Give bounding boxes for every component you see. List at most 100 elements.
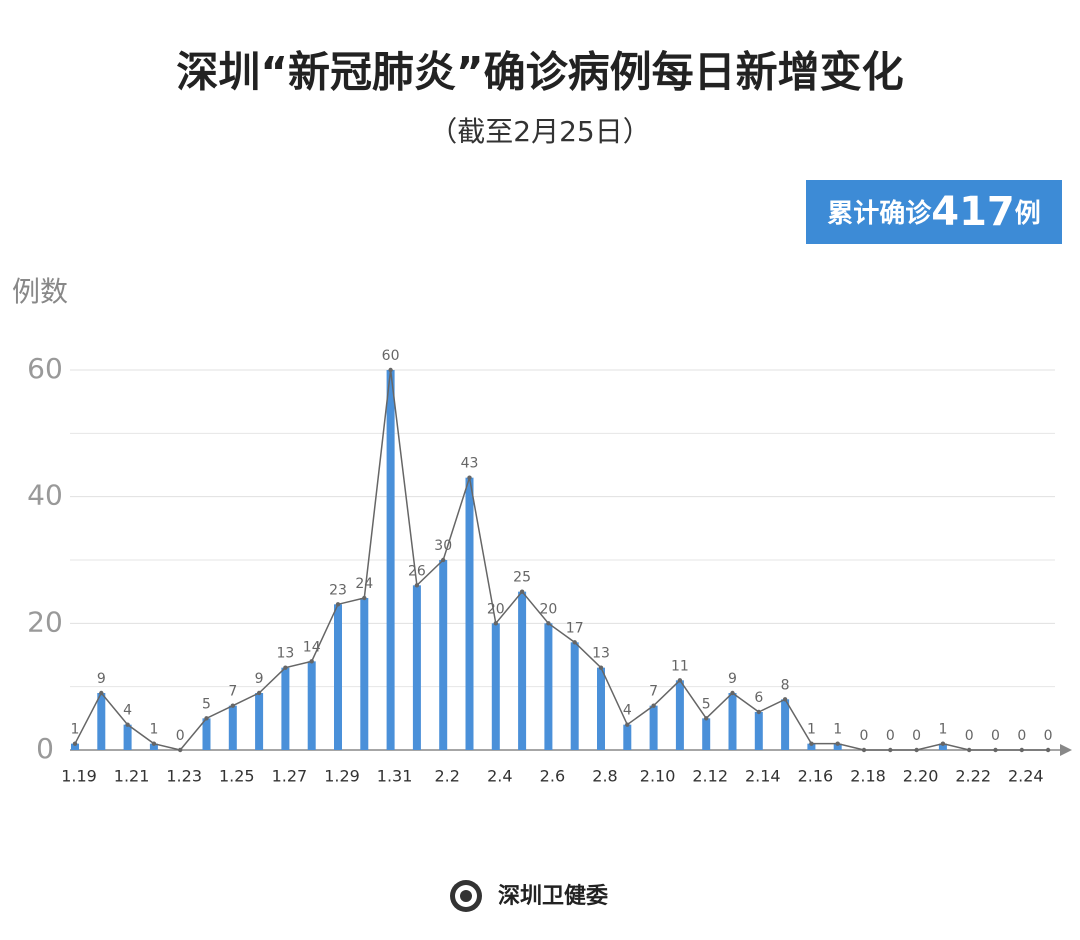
trend-point — [204, 716, 209, 721]
trend-point — [125, 722, 130, 727]
bar — [754, 712, 763, 750]
trend-point — [809, 741, 814, 746]
x-tick-label: 2.24 — [1008, 767, 1044, 786]
bar — [518, 591, 527, 750]
bar — [149, 743, 158, 750]
bar — [228, 705, 237, 750]
trend-point — [914, 747, 919, 753]
trend-point — [625, 722, 630, 727]
trend-point — [519, 589, 525, 594]
badge-total: 417 — [931, 189, 1015, 235]
total-badge — [806, 180, 1062, 244]
trend-point — [756, 709, 761, 715]
data-label: 24 — [355, 576, 373, 592]
footer-logo — [450, 880, 482, 912]
footer-text: 深圳卫健委 — [498, 883, 608, 909]
trend-point — [362, 595, 367, 601]
data-label: 1 — [807, 722, 816, 738]
data-label: 11 — [671, 658, 689, 674]
trend-point — [782, 697, 788, 702]
x-tick-label: 2.6 — [540, 767, 565, 786]
x-tick-label: 1.25 — [219, 767, 255, 786]
y-axis-label: 例数 — [12, 275, 68, 308]
bar — [491, 623, 500, 750]
trend-point — [1019, 747, 1024, 753]
data-label: 8 — [781, 677, 790, 693]
bar — [597, 667, 605, 750]
bar — [123, 724, 132, 750]
bar — [465, 477, 474, 750]
data-label: 7 — [649, 684, 658, 700]
bar — [97, 693, 106, 750]
data-label: 0 — [1044, 728, 1053, 744]
data-label: 9 — [97, 671, 106, 687]
data-label: 13 — [592, 646, 610, 662]
x-tick-label: 1.19 — [61, 767, 97, 786]
bar — [675, 680, 684, 750]
trend-point — [861, 747, 867, 753]
data-label: 23 — [329, 582, 347, 598]
trend-point — [967, 747, 972, 753]
bar — [360, 598, 369, 750]
bar — [202, 718, 211, 750]
y-tick-label: 20 — [27, 605, 63, 638]
bar — [255, 693, 264, 750]
trend-point — [493, 621, 498, 626]
trend-point — [598, 665, 604, 670]
bar — [412, 585, 421, 750]
badge-prefix: 累计确诊 — [827, 198, 932, 229]
y-tick-label: 40 — [27, 479, 63, 512]
bar — [334, 604, 342, 750]
data-label: 0 — [991, 728, 1000, 744]
trend-point — [704, 716, 709, 721]
trend-point — [730, 690, 735, 696]
data-label: 17 — [566, 620, 584, 636]
trend-point — [940, 741, 946, 746]
trend-point — [993, 747, 998, 753]
data-label: 30 — [434, 538, 452, 554]
data-label: 0 — [176, 728, 185, 744]
data-label: 1 — [149, 722, 158, 738]
data-label: 5 — [202, 696, 211, 712]
data-label: 9 — [728, 671, 737, 687]
data-label: 14 — [303, 639, 321, 655]
trend-point — [888, 747, 893, 753]
x-tick-label: 2.18 — [850, 767, 886, 786]
data-label: 4 — [623, 703, 632, 719]
trend-point — [388, 367, 393, 373]
x-tick-label: 2.4 — [487, 767, 512, 786]
x-tick-label: 1.27 — [272, 767, 308, 786]
data-label: 7 — [228, 684, 237, 700]
data-label: 5 — [702, 696, 711, 712]
bar — [439, 560, 448, 750]
trend-point — [546, 621, 551, 626]
data-label: 26 — [408, 563, 426, 579]
bar — [281, 667, 290, 750]
bar — [544, 623, 553, 750]
data-label: 1 — [833, 722, 842, 738]
trend-line — [74, 369, 1049, 751]
x-tick-label: 1.29 — [324, 767, 360, 786]
trend-point — [441, 557, 446, 563]
x-tick-label: 2.8 — [592, 767, 617, 786]
badge-suffix: 例 — [1015, 199, 1041, 229]
bar — [938, 743, 947, 750]
data-label: 9 — [255, 671, 264, 687]
x-tick-label: 1.31 — [377, 767, 413, 786]
x-tick-label: 2.16 — [798, 767, 834, 786]
data-label: 4 — [123, 703, 132, 719]
data-label: 0 — [912, 728, 921, 744]
data-label: 13 — [276, 646, 294, 662]
trend-point — [651, 703, 656, 708]
y-tick-label: 0 — [36, 732, 54, 765]
data-label: 0 — [965, 728, 974, 744]
trend-point — [151, 741, 157, 746]
trend-point — [414, 583, 420, 588]
x-axis-arrow — [1060, 744, 1072, 756]
data-label: 20 — [539, 601, 557, 617]
trend-point — [283, 665, 288, 670]
data-label: 0 — [1017, 728, 1026, 744]
x-tick-label: 2.12 — [692, 767, 728, 786]
data-label: 1 — [938, 722, 947, 738]
